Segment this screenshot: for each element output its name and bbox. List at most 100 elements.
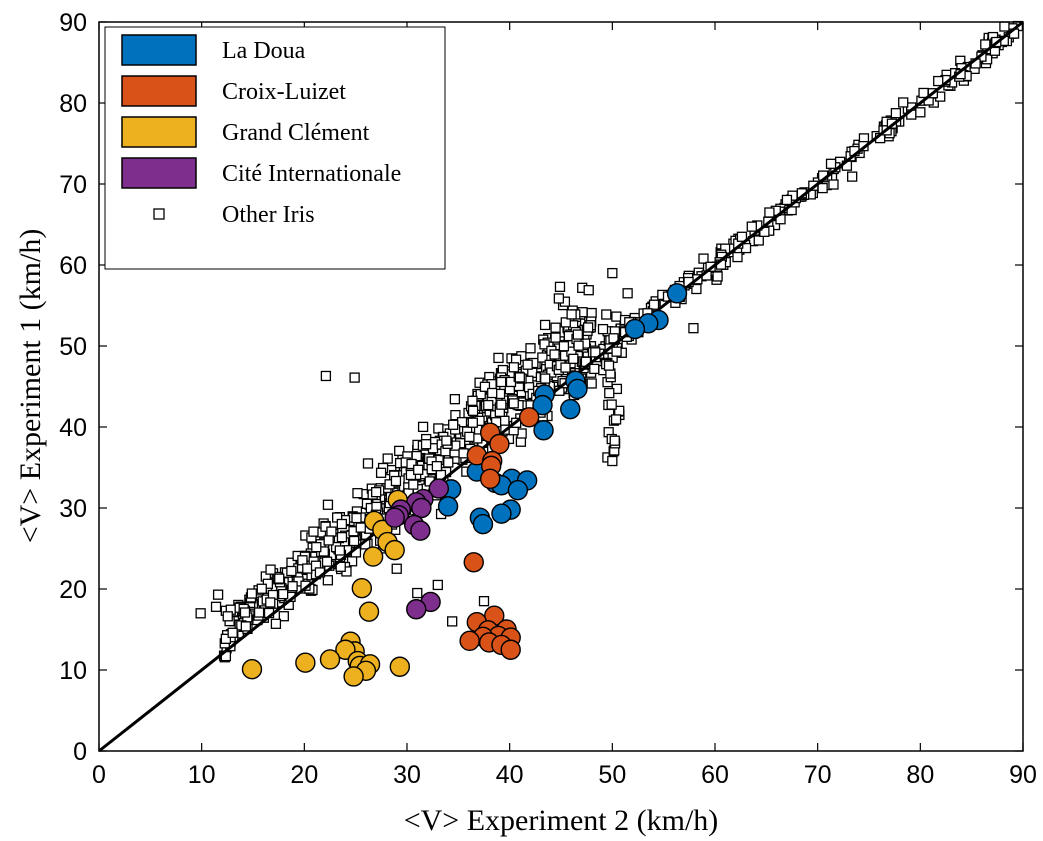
point-cite-internationale bbox=[410, 520, 431, 541]
other-iris-point bbox=[601, 309, 612, 320]
x-tick-label: 80 bbox=[906, 761, 934, 789]
other-iris-point bbox=[890, 108, 902, 119]
other-iris-point bbox=[450, 409, 461, 421]
other-iris-point bbox=[568, 353, 579, 364]
other-iris-point bbox=[362, 458, 374, 469]
legend-label-other-iris: Other Iris bbox=[222, 202, 315, 228]
point-cite-internationale bbox=[411, 497, 432, 519]
other-iris-point bbox=[691, 283, 702, 295]
other-iris-point bbox=[420, 439, 432, 450]
other-iris-point bbox=[688, 323, 699, 334]
other-iris-point bbox=[540, 373, 551, 384]
other-iris-point bbox=[441, 435, 452, 446]
x-tick-label: 90 bbox=[1009, 761, 1037, 789]
other-iris-point bbox=[508, 362, 520, 373]
other-iris-point bbox=[467, 405, 479, 416]
legend-swatch-cite-internationale bbox=[121, 157, 197, 189]
other-iris-point bbox=[447, 616, 458, 627]
other-iris-point bbox=[270, 618, 282, 629]
legend-swatch-croix-luizet bbox=[121, 75, 197, 107]
other-iris-point bbox=[322, 499, 334, 510]
other-iris-point bbox=[449, 394, 461, 405]
point-grand-clement bbox=[241, 658, 263, 680]
y-tick-label: 10 bbox=[59, 657, 87, 685]
point-la-doua bbox=[437, 496, 459, 517]
other-iris-point bbox=[828, 179, 839, 190]
point-cite-internationale bbox=[384, 507, 405, 528]
point-grand-clement bbox=[295, 652, 316, 673]
other-iris-point bbox=[256, 583, 267, 594]
x-tick-label: 50 bbox=[598, 761, 626, 789]
other-iris-point bbox=[265, 597, 276, 608]
other-iris-point bbox=[496, 376, 507, 388]
point-la-doua bbox=[472, 514, 494, 535]
other-iris-point bbox=[210, 601, 222, 612]
other-iris-point bbox=[349, 372, 360, 383]
legend-swatch-grand-clement bbox=[121, 116, 197, 148]
other-iris-point bbox=[604, 387, 615, 399]
other-iris-point bbox=[847, 171, 858, 182]
other-iris-point bbox=[222, 611, 233, 622]
other-iris-point bbox=[597, 323, 609, 335]
other-iris-point bbox=[479, 381, 491, 392]
point-croix-luizet bbox=[463, 552, 484, 573]
other-iris-point bbox=[417, 421, 429, 433]
legend-box bbox=[104, 26, 446, 270]
other-iris-point bbox=[603, 360, 615, 371]
other-iris-point bbox=[467, 395, 478, 406]
point-la-doua bbox=[491, 503, 512, 524]
x-axis-label: <V> Experiment 2 (km/h) bbox=[404, 804, 719, 837]
other-iris-point bbox=[539, 319, 551, 331]
legend-label-cite-internationale: Cité Internationale bbox=[222, 161, 401, 187]
y-tick-label: 90 bbox=[59, 9, 87, 37]
other-iris-point bbox=[355, 522, 366, 533]
other-iris-point bbox=[825, 158, 837, 169]
other-iris-point bbox=[607, 455, 618, 467]
other-iris-point bbox=[514, 372, 525, 383]
y-axis-label: <V> Experiment 1 (km/h) bbox=[14, 229, 47, 544]
point-grand-clement bbox=[343, 666, 364, 687]
point-croix-luizet bbox=[479, 468, 501, 490]
legend-label-la-doua: La Doua bbox=[222, 38, 306, 64]
other-iris-point bbox=[375, 467, 387, 478]
other-iris-point bbox=[478, 596, 490, 607]
x-tick-label: 10 bbox=[188, 761, 216, 789]
x-tick-label: 60 bbox=[701, 761, 729, 789]
point-grand-clement bbox=[389, 656, 411, 677]
y-tick-label: 50 bbox=[59, 333, 87, 361]
other-iris-point bbox=[287, 581, 298, 592]
other-iris-point bbox=[558, 341, 570, 352]
point-croix-luizet bbox=[500, 639, 521, 660]
other-iris-point bbox=[572, 329, 583, 340]
other-iris-point bbox=[606, 399, 617, 410]
other-iris-point bbox=[286, 565, 297, 577]
y-tick-label: 70 bbox=[59, 171, 87, 199]
other-iris-point bbox=[390, 475, 402, 487]
other-iris-point bbox=[753, 235, 764, 246]
other-iris-point bbox=[553, 293, 565, 304]
other-iris-point bbox=[583, 285, 594, 296]
other-iris-point bbox=[406, 458, 417, 470]
other-iris-point bbox=[391, 563, 402, 574]
point-grand-clement bbox=[384, 539, 405, 561]
point-grand-clement bbox=[319, 649, 341, 670]
other-iris-point bbox=[322, 575, 334, 586]
y-tick-label: 60 bbox=[59, 252, 87, 280]
other-iris-point bbox=[464, 431, 475, 443]
other-iris-point bbox=[589, 363, 600, 375]
y-tick-label: 80 bbox=[59, 90, 87, 118]
other-iris-point bbox=[622, 288, 633, 299]
other-iris-point bbox=[408, 479, 419, 490]
other-iris-point bbox=[212, 589, 224, 600]
other-iris-point bbox=[586, 378, 597, 389]
other-iris-point bbox=[608, 333, 619, 344]
other-iris-point bbox=[227, 627, 238, 638]
point-croix-luizet bbox=[518, 407, 540, 428]
identity-line bbox=[98, 20, 1024, 753]
other-iris-point bbox=[321, 556, 333, 567]
x-tick-label: 20 bbox=[290, 761, 318, 789]
other-iris-point bbox=[712, 271, 723, 282]
x-tick-label: 70 bbox=[804, 761, 832, 789]
x-tick-label: 30 bbox=[393, 761, 421, 789]
other-iris-point bbox=[413, 464, 424, 475]
